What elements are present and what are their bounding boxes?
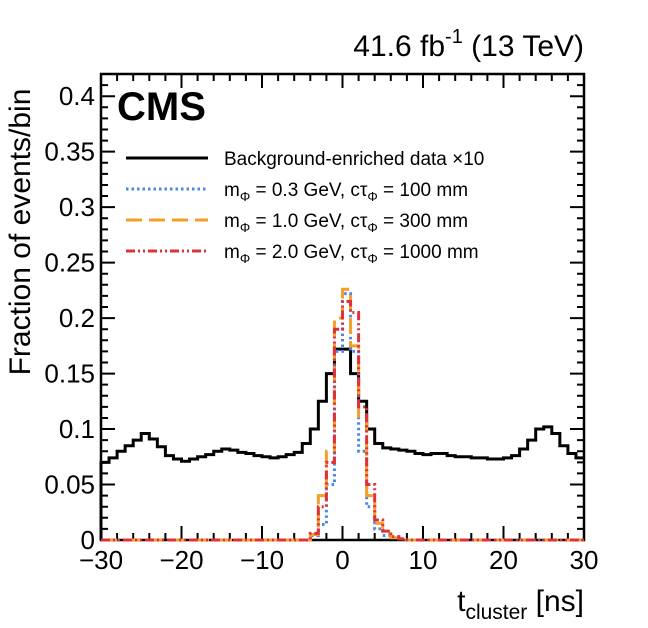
- x-tick-label: 0: [335, 545, 349, 575]
- x-tick-label: 20: [489, 545, 518, 575]
- series-line-3: [101, 299, 584, 542]
- y-tick-labels: 0 0.05 0.1 0.15 0.2 0.25 0.3 0.35 0.4: [44, 81, 95, 555]
- legend-label-0: Background-enriched data ×10: [224, 149, 484, 170]
- x-axis-title: tcluster [ns]: [457, 585, 584, 624]
- y-tick-label: 0.3: [59, 192, 95, 222]
- y-tick-label: 0.05: [44, 470, 95, 500]
- y-tick-label: 0.35: [44, 137, 95, 167]
- y-tick-label: 0.15: [44, 359, 95, 389]
- y-tick-label: 0.25: [44, 248, 95, 278]
- y-axis-title: Fraction of events/bin: [4, 89, 37, 376]
- legend-label-3: mΦ = 2.0 GeV, cτΦ = 1000 mm: [224, 242, 479, 266]
- x-tick-label: −10: [240, 545, 284, 575]
- series-line-2: [101, 287, 584, 542]
- x-tick-labels: −30 −20 −10 0 10 20 30: [79, 545, 599, 575]
- x-tick-label: 10: [409, 545, 438, 575]
- x-tick-label: −20: [159, 545, 203, 575]
- y-tick-label: 0: [81, 525, 95, 555]
- lumi-label: 41.6 fb-1 (13 TeV): [353, 26, 584, 63]
- cms-label: CMS: [117, 85, 206, 129]
- legend-label-1: mΦ = 0.3 GeV, cτΦ = 100 mm: [224, 180, 468, 204]
- legend-label-2: mΦ = 1.0 GeV, cτΦ = 300 mm: [224, 211, 468, 235]
- legend: Background-enriched data ×10 mΦ = 0.3 GeV…: [126, 149, 484, 266]
- y-tick-label: 0.1: [59, 414, 95, 444]
- y-tick-label: 0.4: [59, 81, 95, 111]
- x-tick-label: −30: [79, 545, 123, 575]
- y-tick-label: 0.2: [59, 303, 95, 333]
- x-tick-label: 30: [570, 545, 599, 575]
- series-layer: [99, 287, 584, 542]
- series-line-0: [99, 347, 584, 540]
